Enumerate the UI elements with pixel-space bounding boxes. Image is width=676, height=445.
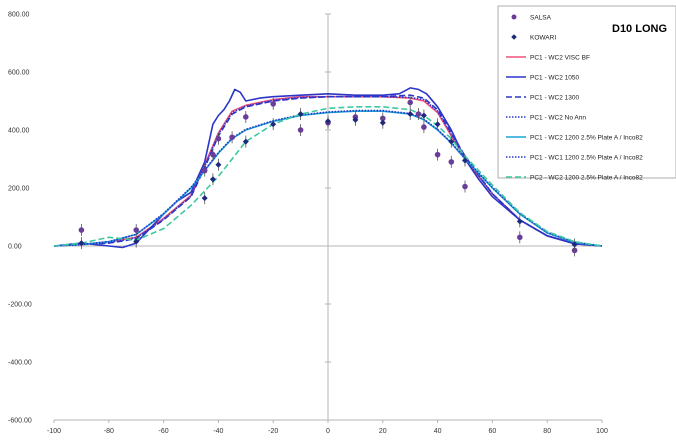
legend-label: PC1 - WC2 1300 <box>530 94 580 101</box>
data-point <box>243 114 249 120</box>
data-point <box>270 121 277 128</box>
x-tick-label: 40 <box>434 428 442 435</box>
legend-label: SALSA <box>530 14 552 21</box>
data-point <box>379 119 386 126</box>
data-point <box>571 241 578 248</box>
series-line <box>53 106 603 247</box>
axes-layer: 800.00 600.00 400.00 200.00 0.00 -200.00 -400.… <box>8 12 608 436</box>
data-point <box>133 227 139 233</box>
data-point <box>420 112 427 119</box>
data-point <box>325 118 331 125</box>
data-point <box>270 101 277 107</box>
data-point <box>516 218 523 225</box>
y-tick-label: -200.00 <box>8 302 32 309</box>
data-point <box>297 111 304 118</box>
y-tick-label: -600.00 <box>8 418 32 425</box>
legend-label: KOWARI <box>530 34 556 41</box>
data-point <box>229 134 235 141</box>
data-point <box>415 111 422 117</box>
data-point <box>215 135 222 142</box>
data-point <box>407 99 414 106</box>
x-tick-label: -60 <box>159 428 169 435</box>
legend-label: PC1 - WC2 1050 <box>530 74 580 81</box>
x-tick-label: -40 <box>213 428 223 435</box>
x-tick-label: 20 <box>379 428 387 435</box>
x-tick-label: 80 <box>543 428 551 435</box>
data-point <box>421 124 427 130</box>
series-layer <box>53 87 603 257</box>
data-point <box>78 227 85 233</box>
legend-box <box>497 5 676 179</box>
data-point <box>201 195 208 202</box>
data-point <box>210 151 216 158</box>
y-tick-label: 200.00 <box>8 186 30 193</box>
x-tick-label: 100 <box>596 428 608 435</box>
data-point <box>448 138 455 145</box>
x-tick-label: -100 <box>47 428 61 435</box>
data-point <box>297 127 304 133</box>
x-tick-label: -80 <box>104 428 114 435</box>
legend-label: PC2 - WC2 1200 2.5% Plate A / Inco82 <box>530 174 643 181</box>
y-tick-label: 800.00 <box>8 12 30 19</box>
legend-label: PC1 - WC1 1200 2.5% Plate A / Inco82 <box>530 154 643 161</box>
legend-marker <box>511 14 517 20</box>
data-point <box>242 138 249 145</box>
chart-title: D10 LONG <box>612 23 667 35</box>
y-tick-label: 0.00 <box>8 244 22 251</box>
data-point <box>434 121 441 128</box>
series-line <box>53 95 603 247</box>
data-point <box>448 159 455 165</box>
x-tick-label: -20 <box>268 428 278 435</box>
data-point <box>201 167 208 174</box>
data-point <box>462 157 468 164</box>
y-tick-label: 400.00 <box>8 128 30 135</box>
y-tick-label: 600.00 <box>8 70 30 77</box>
legend-label: PC1 - WC2 VISC BF <box>530 54 590 61</box>
x-tick-label: 0 <box>326 428 330 435</box>
y-tick-label: -400.00 <box>8 360 32 367</box>
legend-label: PC1 - WC2 1200 2.5% Plate A / Inco82 <box>530 134 643 141</box>
legend: D10 LONG SALSA KOWARI PC1 - WC2 VISC BF PC1… <box>497 5 676 181</box>
data-point <box>434 151 441 158</box>
data-point <box>78 240 85 247</box>
data-point <box>133 238 140 245</box>
data-point <box>517 234 523 241</box>
data-point <box>462 183 468 190</box>
data-point <box>209 176 216 183</box>
legend-label: PC1 - WC2 No Ann <box>530 114 586 121</box>
data-point <box>407 111 414 118</box>
x-tick-label: 60 <box>489 428 497 435</box>
series-line <box>53 109 603 247</box>
data-point <box>215 161 222 168</box>
legend-marker <box>511 34 517 40</box>
data-point <box>352 116 359 123</box>
